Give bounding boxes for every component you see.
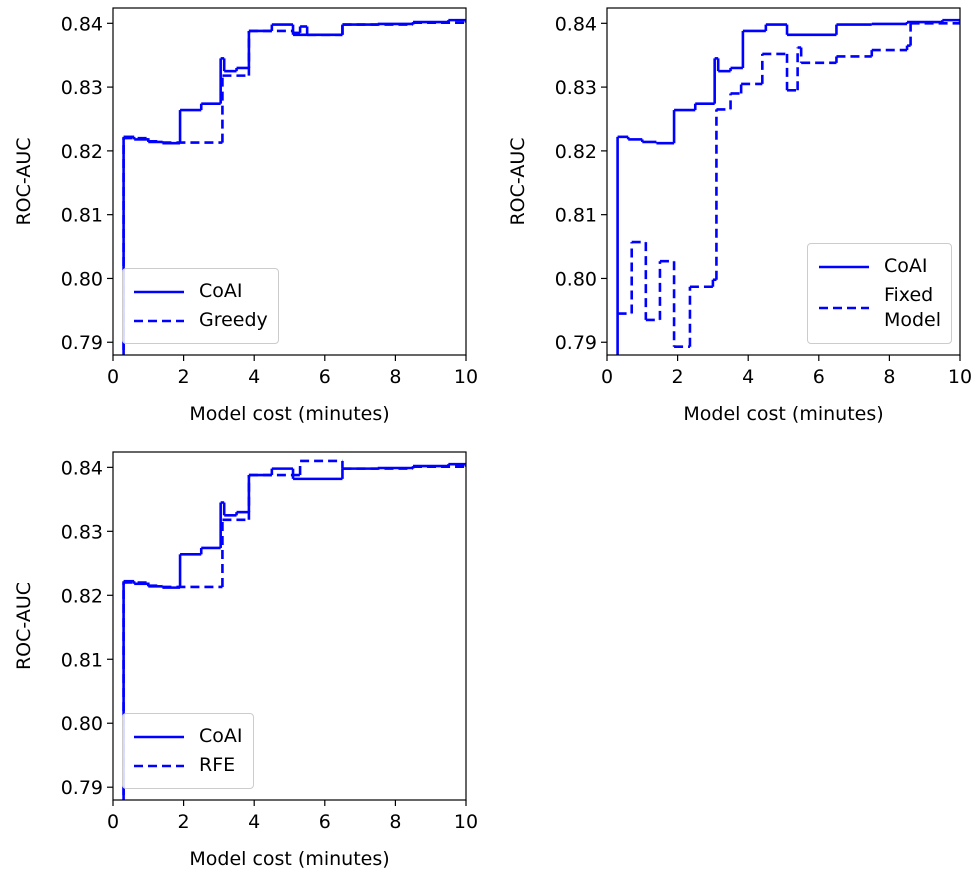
legend-entry: RFE — [133, 753, 243, 778]
x-axis-label: Model cost (minutes) — [189, 848, 389, 870]
plot-area — [122, 459, 466, 800]
x-tick-label: 8 — [883, 366, 895, 388]
axes-frame — [112, 451, 467, 801]
x-tick-label: 8 — [389, 366, 401, 388]
legend-swatch — [134, 319, 184, 322]
y-tick-label: 0.81 — [61, 205, 103, 227]
x-tick-label: 6 — [319, 366, 331, 388]
y-tick-label: 0.80 — [555, 268, 597, 290]
x-axis-label: Model cost (minutes) — [683, 403, 883, 425]
plot-area — [122, 18, 466, 355]
y-axis-label: ROC-AUC — [13, 137, 35, 225]
legend-swatch — [818, 265, 869, 268]
y-tick-label: 0.80 — [61, 713, 103, 735]
legend-swatch — [134, 290, 184, 293]
legend-label: RFE — [199, 754, 236, 776]
legend-entry: CoAI — [818, 254, 941, 279]
legend-entry: Greedy — [133, 308, 268, 333]
y-tick-label: 0.83 — [61, 521, 103, 543]
x-tick-label: 8 — [389, 811, 401, 833]
legend-entry: Fixed Model — [818, 283, 941, 333]
y-tick-label: 0.82 — [555, 141, 597, 163]
y-tick-label: 0.84 — [61, 13, 103, 35]
y-tick-label: 0.84 — [61, 457, 103, 479]
x-tick-label: 4 — [248, 811, 260, 833]
y-axis-label: ROC-AUC — [507, 137, 529, 225]
legend-entry: CoAI — [133, 724, 243, 749]
legend-label: Greedy — [199, 309, 268, 331]
y-tick-label: 0.81 — [61, 649, 103, 671]
y-tick-label: 0.79 — [61, 777, 103, 799]
x-tick-label: 6 — [319, 811, 331, 833]
y-tick-label: 0.83 — [61, 77, 103, 99]
x-tick-label: 4 — [248, 366, 260, 388]
legend: CoAI RFE — [122, 713, 254, 789]
x-tick-label: 2 — [178, 366, 190, 388]
x-tick-label: 0 — [107, 811, 119, 833]
x-tick-label: 10 — [948, 366, 972, 388]
y-tick-label: 0.82 — [61, 585, 103, 607]
x-tick-label: 2 — [672, 366, 684, 388]
legend-label: Fixed Model — [883, 284, 941, 331]
legend: CoAI Fixed Model — [806, 243, 952, 344]
x-tick-label: 4 — [742, 366, 754, 388]
y-tick-label: 0.81 — [555, 205, 597, 227]
axes-frame — [112, 7, 467, 356]
x-tick-label: 0 — [107, 366, 119, 388]
y-axis-label: ROC-AUC — [13, 582, 35, 670]
x-tick-label: 10 — [454, 811, 478, 833]
legend-label: CoAI — [199, 280, 243, 302]
y-tick-label: 0.80 — [61, 268, 103, 290]
legend-swatch — [134, 735, 184, 738]
axes-frame — [606, 7, 961, 356]
y-tick-label: 0.83 — [555, 77, 597, 99]
legend-entry: CoAI — [133, 279, 268, 304]
y-tick-label: 0.82 — [61, 141, 103, 163]
x-tick-label: 6 — [813, 366, 825, 388]
legend-swatch — [818, 306, 869, 310]
legend-swatch — [134, 764, 184, 767]
plot-area — [616, 18, 960, 355]
legend-label: CoAI — [883, 255, 928, 277]
x-tick-label: 2 — [178, 811, 190, 833]
y-tick-label: 0.84 — [555, 13, 597, 35]
x-tick-label: 0 — [601, 366, 613, 388]
legend-label: CoAI — [199, 725, 243, 747]
y-tick-label: 0.79 — [555, 332, 597, 354]
x-tick-label: 10 — [454, 366, 478, 388]
y-tick-label: 0.79 — [61, 332, 103, 354]
legend: CoAI Greedy — [122, 268, 279, 344]
x-axis-label: Model cost (minutes) — [189, 403, 389, 425]
